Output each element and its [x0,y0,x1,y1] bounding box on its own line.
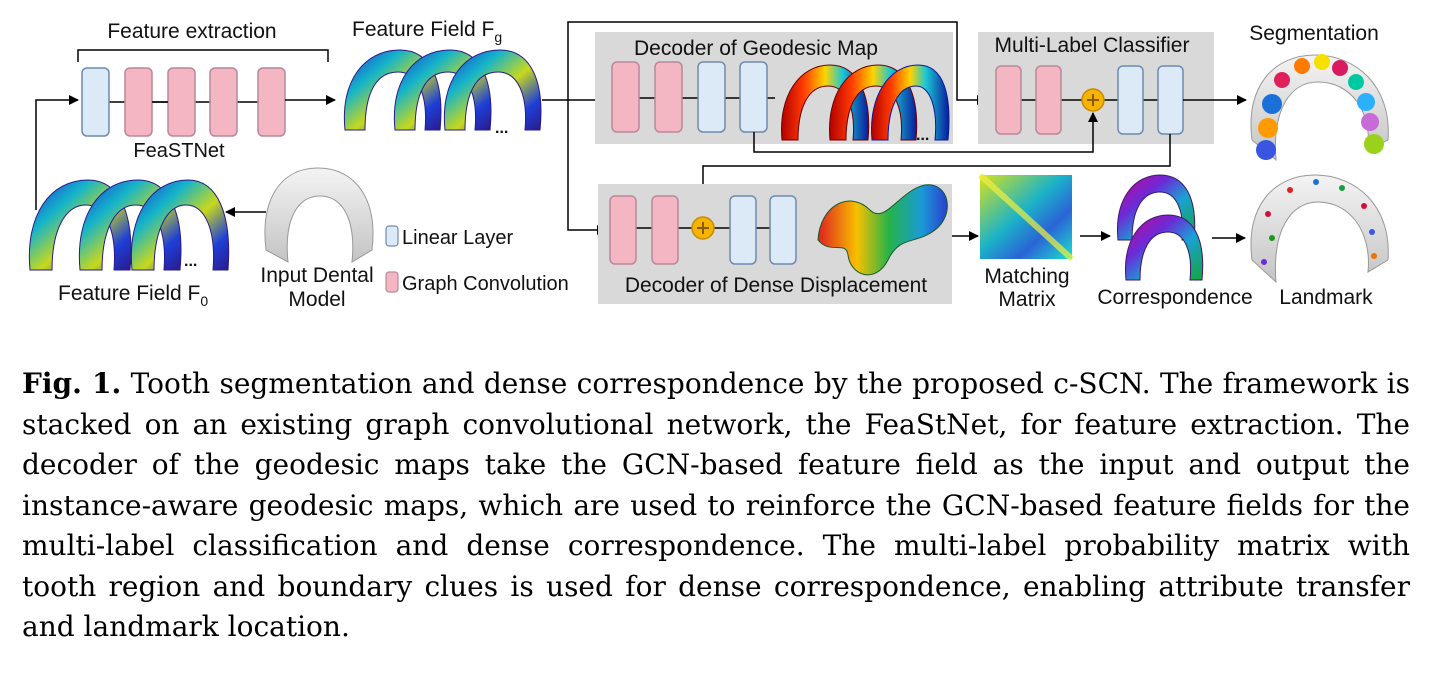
feature-field-g-mesh: ... [343,49,542,137]
feature-extraction-label: Feature extraction [107,20,276,43]
classifier-layers [995,65,1184,135]
landmark-label: Landmark [1279,286,1373,309]
correspondence-mesh [1117,174,1204,281]
linear-layer-block [1117,65,1144,135]
feature-field-0-label: Feature Field F0 [58,282,208,309]
graph-conv-block [651,195,679,265]
graph-conv-block [167,67,196,137]
feastnet-block [81,67,286,137]
graph-conv-block [995,65,1022,135]
pipeline-figure: Feature extraction FeaSTNet Feature Fiel… [0,0,1430,330]
dense-displacement-mesh [817,184,948,276]
graph-conv-block [654,61,683,133]
caption-text: Tooth segmentation and dense corresponde… [22,367,1410,643]
landmark-mesh [1250,174,1389,284]
matching-label-line2: Matrix [998,288,1056,311]
classifier-label: Multi-Label Classifier [995,34,1190,57]
ellipsis-text: ... [495,120,508,137]
linear-layer-block [769,195,797,265]
linear-layer-block [729,195,757,265]
input-model-label-line1: Input Dental [260,264,373,287]
graph-conv-block [209,67,238,137]
legend-graph-conv-label: Graph Convolution [402,273,569,295]
legend-linear-label: Linear Layer [402,227,514,249]
segmentation-label: Segmentation [1249,22,1379,45]
correspondence-label: Correspondence [1097,286,1252,309]
graph-conv-block [257,67,286,137]
linear-layer-block [697,61,726,133]
feastnet-label: FeaSTNet [133,140,225,162]
caption-fig-label: Fig. 1. [22,367,122,400]
graph-conv-block [609,195,637,265]
decoder-dense-layers [609,195,797,265]
linear-layer-block [1157,65,1184,135]
feature-field-0-mesh: ... [28,179,230,271]
graph-conv-block [611,61,640,133]
decoder-geodesic-label: Decoder of Geodesic Map [634,37,878,60]
graph-conv-block [1035,65,1062,135]
decoder-geodesic-layers [611,61,775,133]
linear-layer-block [81,67,110,137]
legend-graph-conv-swatch [385,271,399,293]
feature-field-g-label: Feature Field Fg [352,18,502,45]
ellipsis-text: ... [916,127,929,144]
ellipsis-text: ... [184,253,197,270]
legend-linear-swatch [385,225,399,247]
decoder-dense-label: Decoder of Dense Displacement [625,274,927,297]
segmentation-mesh [1250,54,1389,162]
input-dental-model [264,167,374,263]
matching-label-line1: Matching [984,265,1069,288]
graph-conv-block [124,67,153,137]
geodesic-map-mesh: ... [781,64,950,144]
feature-extraction-bracket [77,49,329,62]
figure-caption: Fig. 1. Tooth segmentation and dense cor… [22,364,1410,648]
linear-layer-block [739,61,768,133]
input-model-label-line2: Model [288,288,345,311]
